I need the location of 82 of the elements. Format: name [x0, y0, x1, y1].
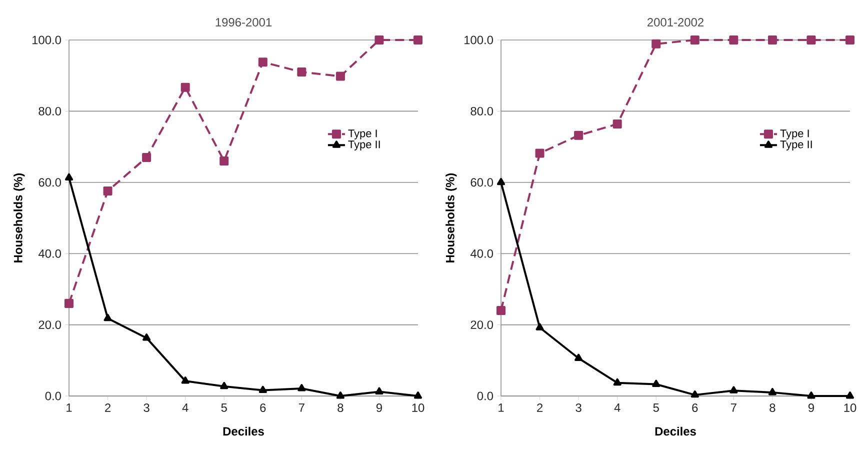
x-axis-title: Deciles — [655, 426, 696, 436]
point — [297, 68, 306, 77]
point — [496, 306, 506, 316]
point — [220, 156, 229, 166]
x-tick-label: 9 — [808, 404, 814, 412]
y-tick-label: 100.0 — [464, 36, 494, 44]
point — [652, 380, 660, 387]
y-tick-label: 20.0 — [38, 320, 62, 330]
point — [298, 384, 306, 392]
chart-title: 2001-2002 — [648, 18, 704, 26]
point — [846, 35, 854, 44]
y-tick-label: 60.0 — [38, 178, 62, 187]
legend-label: Type I — [348, 130, 377, 140]
x-tick-label: 9 — [376, 404, 382, 412]
point — [730, 386, 738, 394]
x-tick-label: 5 — [653, 404, 659, 412]
chart-title: 1996-2001 — [216, 18, 272, 26]
x-tick-label: 7 — [298, 404, 304, 412]
x-tick-label: 1 — [66, 404, 72, 412]
legend-label: Type II — [348, 140, 380, 150]
y-axis-title: Households (%) — [14, 173, 25, 262]
point — [806, 35, 816, 44]
point — [536, 323, 544, 330]
point — [336, 72, 345, 81]
point — [413, 35, 422, 44]
point — [142, 333, 151, 341]
y-tick-label: 0.0 — [45, 392, 62, 400]
point — [104, 314, 112, 322]
point — [336, 392, 344, 399]
point — [535, 148, 544, 158]
point — [652, 39, 661, 48]
x-tick-label: 4 — [614, 404, 620, 412]
x-tick-label: 6 — [260, 404, 266, 412]
point — [375, 387, 384, 394]
point — [414, 392, 422, 399]
legend-label: Type II — [780, 140, 812, 150]
x-tick-label: 8 — [770, 404, 776, 412]
x-tick-label: 7 — [730, 404, 736, 412]
x-tick-label: 6 — [692, 404, 698, 412]
x-tick-label: 10 — [844, 404, 856, 412]
point — [574, 354, 583, 362]
point — [496, 178, 506, 186]
y-tick-label: 60.0 — [470, 178, 494, 187]
point — [612, 120, 622, 129]
y-tick-label: 40.0 — [38, 249, 62, 258]
point — [180, 82, 190, 92]
point — [220, 382, 228, 390]
point — [613, 378, 622, 386]
point — [768, 35, 777, 44]
x-tick-label: 4 — [182, 404, 188, 412]
point — [181, 376, 190, 384]
point — [768, 388, 776, 396]
point — [574, 130, 584, 140]
point — [374, 35, 384, 44]
x-tick-label: 10 — [412, 404, 424, 412]
x-tick-label: 2 — [105, 404, 110, 412]
point — [729, 35, 738, 44]
point — [258, 58, 268, 67]
x-tick-label: 1 — [498, 404, 504, 412]
point — [64, 173, 74, 181]
x-tick-label: 2 — [537, 404, 543, 412]
y-tick-label: 40.0 — [470, 249, 494, 258]
point — [807, 392, 816, 399]
point — [690, 35, 700, 44]
x-axis-title: Deciles — [223, 426, 264, 436]
point — [846, 392, 854, 399]
point — [258, 386, 267, 394]
x-tick-label: 3 — [144, 404, 150, 412]
point — [690, 390, 699, 398]
point — [103, 186, 112, 196]
y-tick-label: 0.0 — [477, 392, 494, 400]
y-tick-label: 20.0 — [470, 320, 494, 330]
point — [64, 298, 74, 308]
x-tick-label: 5 — [221, 404, 227, 412]
point — [142, 152, 152, 162]
legend-label: Type I — [780, 130, 809, 140]
y-tick-label: 100.0 — [32, 36, 62, 44]
y-tick-label: 80.0 — [470, 106, 494, 116]
y-tick-label: 80.0 — [38, 106, 62, 116]
x-tick-label: 8 — [338, 404, 344, 412]
x-tick-label: 3 — [576, 404, 582, 412]
y-axis-title: Households (%) — [446, 173, 457, 262]
